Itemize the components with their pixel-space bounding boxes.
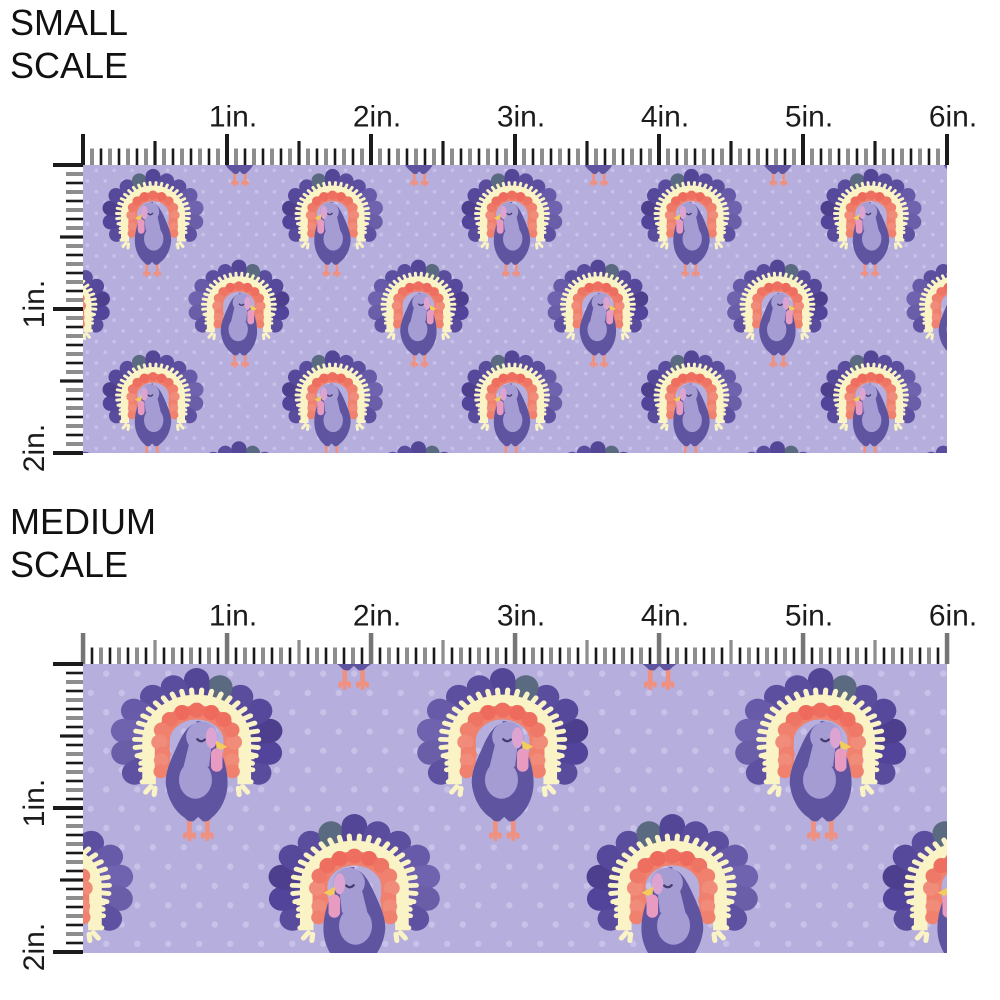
svg-text:2in.: 2in. [353,101,401,134]
svg-text:1in.: 1in. [18,779,51,827]
svg-text:5in.: 5in. [785,600,833,633]
svg-text:4in.: 4in. [641,101,689,134]
svg-text:6in.: 6in. [929,600,977,633]
svg-text:3in.: 3in. [497,600,545,633]
svg-text:SMALL: SMALL [10,2,128,43]
svg-text:1in.: 1in. [209,101,257,134]
svg-text:2in.: 2in. [353,600,401,633]
svg-text:6in.: 6in. [929,101,977,134]
svg-text:4in.: 4in. [641,600,689,633]
svg-text:2in.: 2in. [18,923,51,971]
svg-text:2in.: 2in. [18,424,51,472]
svg-text:5in.: 5in. [785,101,833,134]
svg-text:1in.: 1in. [18,280,51,328]
svg-text:3in.: 3in. [497,101,545,134]
svg-text:MEDIUM: MEDIUM [10,501,156,542]
svg-text:SCALE: SCALE [10,544,128,585]
svg-text:1in.: 1in. [209,600,257,633]
svg-text:SCALE: SCALE [10,45,128,86]
